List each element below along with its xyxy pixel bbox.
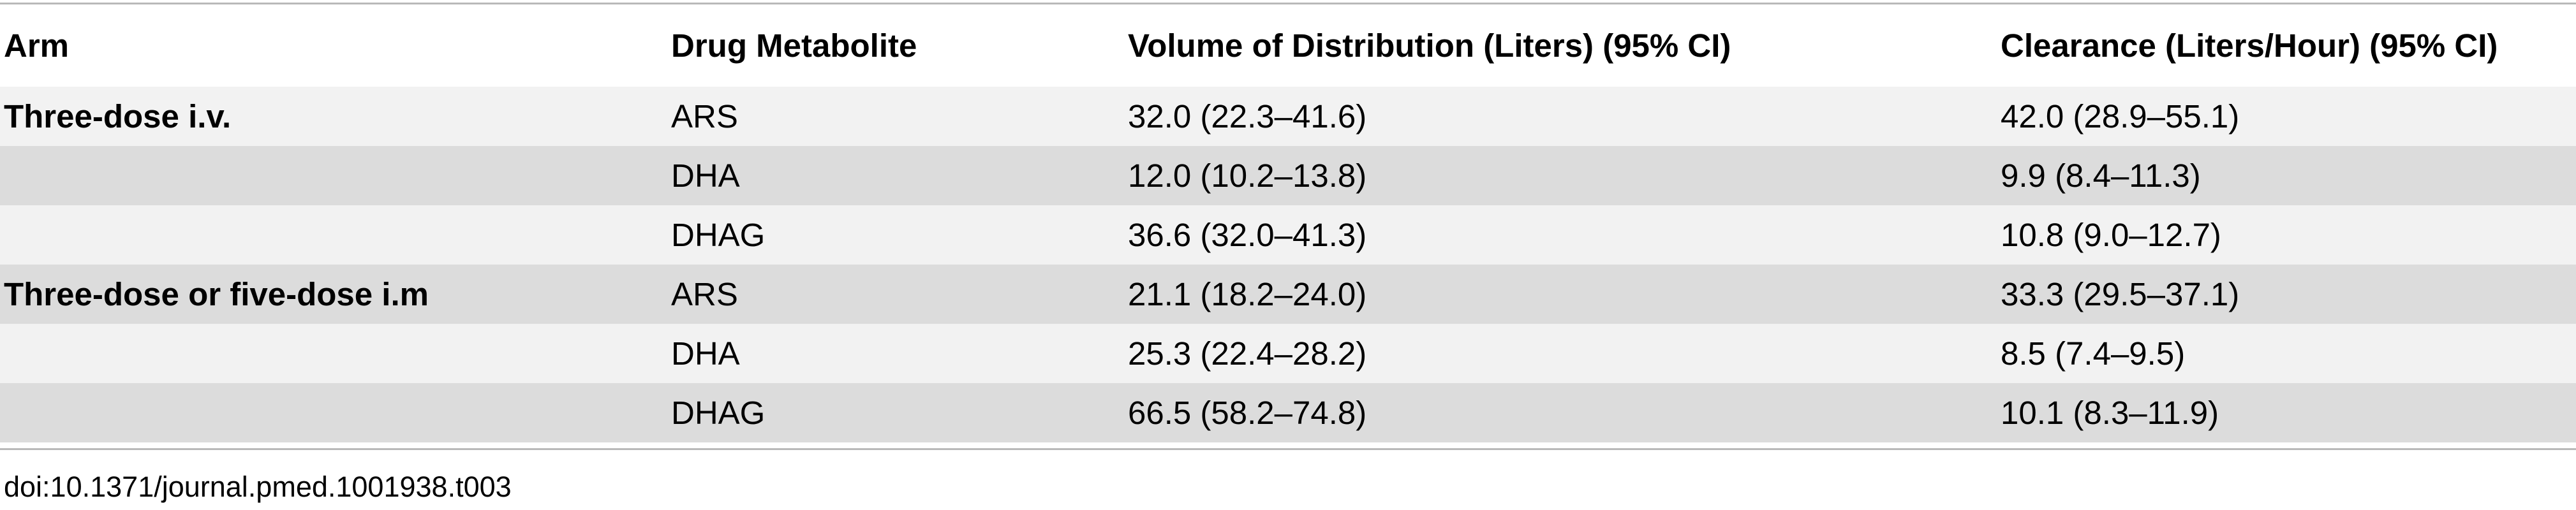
table-top-rule	[0, 3, 2576, 4]
header-drug-metabolite: Drug Metabolite	[671, 27, 917, 64]
table-row: Three-dose or five-dose i.m ARS 21.1 (18…	[0, 265, 2576, 324]
cell-clearance: 10.8 (9.0–12.7)	[2001, 217, 2221, 253]
cell-clearance: 8.5 (7.4–9.5)	[2001, 335, 2186, 372]
cell-metabolite: DHA	[671, 335, 740, 372]
table-body: Three-dose i.v. ARS 32.0 (22.3–41.6) 42.…	[0, 87, 2576, 442]
cell-clearance: 10.1 (8.3–11.9)	[2001, 395, 2219, 431]
table-row: DHA 25.3 (22.4–28.2) 8.5 (7.4–9.5)	[0, 324, 2576, 383]
cell-arm	[0, 324, 671, 383]
cell-volume: 25.3 (22.4–28.2)	[1128, 335, 1367, 372]
cell-volume: 32.0 (22.3–41.6)	[1128, 98, 1367, 135]
cell-volume: 12.0 (10.2–13.8)	[1128, 157, 1367, 194]
table-row: Three-dose i.v. ARS 32.0 (22.3–41.6) 42.…	[0, 87, 2576, 146]
table-row: DHA 12.0 (10.2–13.8) 9.9 (8.4–11.3)	[0, 146, 2576, 205]
cell-metabolite: DHAG	[671, 395, 766, 431]
table-row: DHAG 66.5 (58.2–74.8) 10.1 (8.3–11.9)	[0, 383, 2576, 442]
cell-volume: 36.6 (32.0–41.3)	[1128, 217, 1367, 253]
header-clearance: Clearance (Liters/Hour) (95% CI)	[2001, 27, 2498, 64]
header-volume-of-distribution: Volume of Distribution (Liters) (95% CI)	[1128, 27, 1731, 64]
cell-metabolite: ARS	[671, 98, 738, 135]
header-row: Arm Drug Metabolite Volume of Distributi…	[0, 4, 2576, 87]
cell-arm	[0, 205, 671, 265]
table-bottom-rule	[0, 448, 2576, 450]
cell-clearance: 33.3 (29.5–37.1)	[2001, 276, 2240, 312]
table-header: Arm Drug Metabolite Volume of Distributi…	[0, 4, 2576, 87]
cell-arm	[0, 146, 671, 205]
cell-arm: Three-dose i.v.	[4, 98, 232, 135]
cell-clearance: 42.0 (28.9–55.1)	[2001, 98, 2240, 135]
doi-link[interactable]: doi:10.1371/journal.pmed.1001938.t003	[4, 470, 512, 503]
cell-arm: Three-dose or five-dose i.m	[4, 276, 429, 312]
cell-volume: 66.5 (58.2–74.8)	[1128, 395, 1367, 431]
table-row: DHAG 36.6 (32.0–41.3) 10.8 (9.0–12.7)	[0, 205, 2576, 265]
cell-clearance: 9.9 (8.4–11.3)	[2001, 157, 2201, 194]
cell-arm	[0, 383, 671, 442]
cell-metabolite: ARS	[671, 276, 738, 312]
cell-volume: 21.1 (18.2–24.0)	[1128, 276, 1367, 312]
header-arm: Arm	[4, 27, 70, 64]
cell-metabolite: DHA	[671, 157, 740, 194]
pk-parameters-table: Arm Drug Metabolite Volume of Distributi…	[0, 4, 2576, 442]
cell-metabolite: DHAG	[671, 217, 766, 253]
